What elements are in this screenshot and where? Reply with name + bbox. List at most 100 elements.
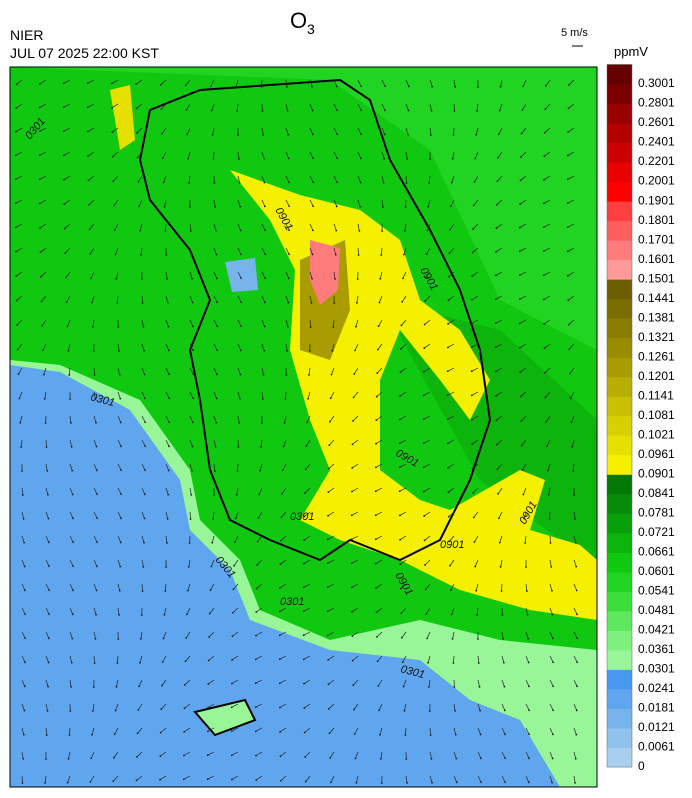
wind-arrow-head bbox=[182, 778, 185, 781]
wind-arrow bbox=[45, 703, 48, 711]
wind-arrow-head bbox=[498, 109, 501, 112]
wind-arrow-head bbox=[191, 277, 194, 280]
agency: NIER bbox=[10, 27, 43, 43]
wind-arrow-head bbox=[525, 566, 527, 568]
wind-arrow bbox=[261, 391, 264, 399]
wind-arrow-head bbox=[379, 277, 382, 280]
wind-arrow bbox=[21, 607, 26, 615]
wind-arrow-head bbox=[336, 133, 339, 136]
wind-arrow-head bbox=[518, 274, 521, 277]
wind-arrow bbox=[40, 271, 47, 278]
wind-arrow bbox=[427, 655, 431, 663]
wind-arrow-head bbox=[44, 422, 47, 424]
wind-arrow bbox=[189, 319, 194, 327]
wind-arrow-head bbox=[327, 514, 329, 517]
wind-arrow bbox=[68, 367, 71, 375]
wind-arrow bbox=[281, 511, 287, 518]
wind-arrow-head bbox=[284, 398, 287, 400]
wind-arrow-head bbox=[474, 565, 477, 568]
wind-arrow-head bbox=[400, 612, 403, 615]
wind-arrow-head bbox=[142, 565, 145, 568]
wind-arrow bbox=[333, 247, 337, 255]
wind-arrow-head bbox=[551, 637, 554, 640]
wind-arrow bbox=[207, 703, 215, 708]
wind-arrow bbox=[476, 103, 479, 111]
wind-arrow bbox=[261, 127, 264, 135]
colorbar-cell bbox=[607, 318, 632, 339]
wind-arrow bbox=[525, 775, 530, 783]
wind-arrow-head bbox=[168, 421, 171, 424]
wind-arrow bbox=[88, 175, 95, 181]
wind-arrow bbox=[112, 151, 119, 157]
wind-arrow-head bbox=[15, 83, 18, 86]
wind-arrow bbox=[499, 535, 503, 543]
wind-arrow-head bbox=[572, 470, 575, 472]
wind-arrow-head bbox=[63, 203, 66, 205]
wind-arrow-head bbox=[519, 371, 522, 373]
wind-arrow bbox=[161, 103, 167, 110]
wind-arrow-head bbox=[92, 710, 94, 712]
wind-arrow-head bbox=[375, 419, 378, 422]
wind-arrow-head bbox=[429, 158, 431, 160]
wind-arrow bbox=[399, 511, 407, 516]
wind-arrow-head bbox=[144, 397, 146, 400]
wind-arrow-head bbox=[473, 541, 476, 543]
wind-arrow-head bbox=[113, 733, 116, 736]
wind-arrow bbox=[231, 775, 239, 780]
colorbar-label: 0.0121 bbox=[638, 720, 675, 734]
wind-arrow-head bbox=[528, 685, 530, 688]
wind-arrow bbox=[568, 103, 575, 109]
coastline bbox=[138, 78, 492, 562]
wind-arrow bbox=[93, 535, 98, 543]
wind-arrow bbox=[117, 583, 121, 591]
wind-arrow bbox=[573, 727, 577, 735]
wind-arrow bbox=[476, 607, 479, 615]
colorbar-cell bbox=[607, 396, 632, 417]
wind-arrow-head bbox=[140, 254, 142, 256]
wind-arrow-head bbox=[192, 397, 194, 400]
wind-arrow bbox=[351, 487, 359, 492]
wind-arrow bbox=[117, 463, 122, 471]
wind-arrow bbox=[259, 463, 263, 471]
wind-arrow-head bbox=[551, 781, 554, 784]
wind-arrow-head bbox=[574, 518, 576, 520]
wind-arrow bbox=[568, 79, 575, 86]
wind-arrow bbox=[501, 655, 505, 663]
wind-arrow-head bbox=[137, 181, 140, 183]
wind-arrow bbox=[165, 439, 170, 447]
wind-arrow-head bbox=[230, 706, 233, 709]
wind-arrow-head bbox=[312, 229, 314, 232]
wind-arrow bbox=[69, 559, 74, 567]
wind-arrow bbox=[499, 103, 503, 111]
wind-arrow bbox=[90, 751, 95, 759]
wind-arrow bbox=[185, 655, 191, 662]
wind-arrow-head bbox=[384, 109, 386, 112]
wind-arrow-head bbox=[231, 658, 234, 661]
wind-arrow bbox=[115, 703, 119, 711]
wind-arrow-head bbox=[239, 373, 242, 376]
wind-arrow-head bbox=[542, 274, 545, 277]
wind-arrow-head bbox=[287, 157, 290, 160]
wind-arrow bbox=[303, 655, 311, 660]
wind-arrow-head bbox=[354, 757, 357, 760]
wind-arrow bbox=[305, 463, 311, 470]
wind-arrow bbox=[545, 103, 551, 110]
colorbar-cell bbox=[607, 552, 632, 573]
wind-arrow bbox=[328, 463, 335, 469]
colorbar-label: 0.1701 bbox=[638, 232, 675, 246]
datetime: JUL 07 2025 22:00 KST bbox=[10, 45, 159, 61]
wind-arrow bbox=[573, 535, 576, 543]
wind-arrow-head bbox=[115, 685, 118, 688]
colorbar-label: 0.2201 bbox=[638, 154, 675, 168]
wind-arrow bbox=[375, 439, 383, 444]
wind-arrow-head bbox=[159, 731, 162, 734]
wind-arrow bbox=[573, 631, 578, 639]
wind-arrow bbox=[280, 559, 287, 565]
wind-arrow bbox=[256, 559, 263, 566]
wind-arrow bbox=[498, 127, 503, 135]
wind-arrow-head bbox=[120, 445, 122, 448]
wind-arrow bbox=[304, 751, 311, 758]
wind-arrow-head bbox=[209, 589, 212, 591]
wind-arrow bbox=[67, 775, 71, 783]
wind-arrow bbox=[525, 679, 530, 687]
